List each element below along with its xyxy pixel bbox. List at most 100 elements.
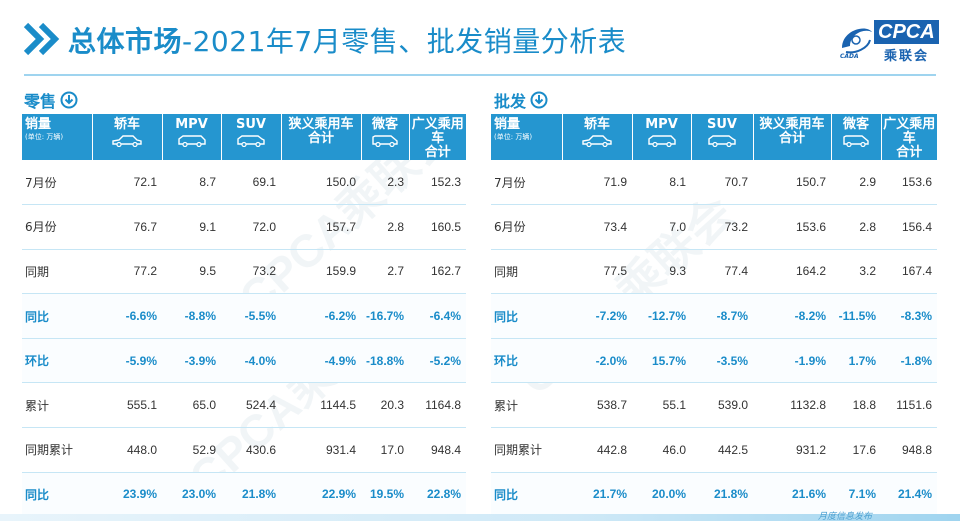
wholesale-label-text: 批发: [494, 92, 527, 111]
table-row: 同期 77.5 9.3 77.4 164.2 3.2 167.4: [491, 249, 937, 294]
table-cell: -12.7%: [647, 309, 686, 324]
col-header-sales: 销量 (单位: 万辆): [491, 114, 563, 160]
col-header-narrow-total: 狭义乘用车 合计: [281, 114, 362, 160]
table-cell: 153.6: [795, 219, 826, 234]
row-label: 同比: [25, 487, 50, 502]
col-header-suv: SUV: [691, 114, 754, 160]
row-label: 7月份: [494, 175, 526, 190]
sedan-icon: [582, 135, 612, 147]
suv-icon: [237, 135, 265, 147]
footer-bar: [0, 514, 960, 521]
table-cell: -16.7%: [365, 309, 404, 324]
table-cell: 2.9: [859, 175, 876, 190]
table-cell: 73.2: [252, 264, 276, 279]
col-header-minivan: 微客: [361, 114, 410, 160]
table-cell: 77.5: [603, 264, 627, 279]
table-cell: 23.0%: [181, 487, 216, 502]
table-cell: -11.5%: [838, 309, 876, 324]
table-cell: 153.6: [901, 175, 932, 190]
table-cell: 21.7%: [592, 487, 627, 502]
table-cell: 21.8%: [713, 487, 748, 502]
table-cell: 164.2: [795, 264, 826, 279]
table-cell: 73.4: [603, 219, 627, 234]
table-cell: 19.5%: [369, 487, 404, 502]
table-cell: 15.7%: [651, 353, 686, 368]
table-cell: 2.3: [387, 175, 404, 190]
table-cell: 538.7: [596, 398, 627, 413]
mpv-icon: [647, 135, 676, 147]
table-row: 环比 -5.9% -3.9% -4.0% -4.9% -18.8% -5.2%: [22, 338, 466, 383]
table-cell: 72.1: [133, 175, 157, 190]
cpca-logo: CPCA 乘联会 CADA: [836, 18, 940, 64]
table-cell: 160.5: [430, 219, 461, 234]
table-cell: 162.7: [430, 264, 461, 279]
table-cell: 21.6%: [791, 487, 826, 502]
table-cell: 17.6: [852, 442, 876, 457]
row-label: 同比: [494, 487, 519, 502]
col-header-broad-total: 广义乘用车 合计: [409, 114, 466, 160]
logo-subtitle: 乘联会: [884, 49, 930, 64]
table-cell: 46.0: [662, 442, 686, 457]
table-cell: 931.4: [325, 442, 356, 457]
table-row: 同期累计 442.8 46.0 442.5 931.2 17.6 948.8: [491, 428, 937, 473]
col-header-sedan: 轿车: [562, 114, 633, 160]
table-cell: 524.4: [245, 398, 276, 413]
table-row: 同期累计 448.0 52.9 430.6 931.4 17.0 948.4: [22, 428, 466, 473]
suv-icon: [708, 135, 736, 147]
page-header: 总体市场-2021年7月零售、批发销量分析表 CPCA 乘联会 CADA: [0, 0, 960, 78]
table-cell: 20.3: [380, 398, 404, 413]
table-cell: -5.5%: [244, 309, 276, 324]
table-row: 同比 21.7% 20.0% 21.8% 21.6% 7.1% 21.4%: [491, 472, 937, 517]
col-header-broad-total: 广义乘用车 合计: [881, 114, 937, 160]
logo-swirl-icon: [842, 28, 872, 54]
table-cell: 20.0%: [651, 487, 686, 502]
table-cell: 77.2: [133, 264, 157, 279]
table-cell: 948.4: [430, 442, 461, 457]
table-cell: 152.3: [430, 175, 461, 190]
table-cell: 71.9: [603, 175, 627, 190]
table-cell: 23.9%: [122, 487, 157, 502]
row-label: 环比: [25, 354, 50, 369]
row-label: 同期累计: [25, 443, 74, 458]
table-cell: 22.8%: [426, 487, 461, 502]
table-cell: -6.4%: [429, 309, 461, 324]
table-cell: 539.0: [717, 398, 748, 413]
table-cell: -3.9%: [184, 353, 216, 368]
row-label: 同期: [494, 264, 519, 279]
logo-text: CPCA: [874, 20, 939, 44]
table-cell: 2.7: [387, 264, 404, 279]
table-cell: -18.8%: [365, 353, 404, 368]
row-label: 同比: [494, 309, 519, 324]
table-cell: 442.8: [596, 442, 627, 457]
table-row: 环比 -2.0% 15.7% -3.5% -1.9% 1.7% -1.8%: [491, 338, 937, 383]
row-label: 7月份: [25, 175, 57, 190]
wholesale-label: 批发: [494, 88, 548, 112]
row-label: 环比: [494, 354, 519, 369]
table-cell: 21.8%: [241, 487, 276, 502]
wholesale-table: 销量 (单位: 万辆) 轿车 MPV SUV 狭义乘用车 合计 微客 广义乘用车 合计…: [491, 114, 937, 517]
table-cell: -4.0%: [244, 353, 276, 368]
table-cell: -8.7%: [716, 309, 748, 324]
table-cell: 150.0: [325, 175, 356, 190]
table-cell: -8.8%: [184, 309, 216, 324]
retail-table: 销量 (单位: 万辆) 轿车 MPV SUV 狭义乘用车 合计 微客 广义乘用车 合计…: [22, 114, 466, 517]
row-label: 6月份: [494, 220, 526, 235]
table-cell: 150.7: [795, 175, 826, 190]
table-row: 7月份 72.1 8.7 69.1 150.0 2.3 152.3: [22, 160, 466, 205]
table-cell: 7.0: [669, 219, 686, 234]
table-cell: 9.3: [669, 264, 686, 279]
mpv-icon: [177, 135, 206, 147]
table-row: 累计 538.7 55.1 539.0 1132.8 18.8 1151.6: [491, 383, 937, 428]
col-header-narrow-total: 狭义乘用车 合计: [753, 114, 832, 160]
col-header-mpv: MPV: [632, 114, 692, 160]
col-header-mpv: MPV: [162, 114, 222, 160]
table-cell: 73.2: [724, 219, 748, 234]
table-cell: 1144.5: [320, 398, 356, 413]
table-cell: 931.2: [795, 442, 826, 457]
header-divider: [24, 74, 936, 76]
table-cell: 3.2: [859, 264, 876, 279]
col-header-sales: 销量 (单位: 万辆): [22, 114, 93, 160]
table-row: 同比 -6.6% -8.8% -5.5% -6.2% -16.7% -6.4%: [22, 293, 466, 339]
table-row: 累计 555.1 65.0 524.4 1144.5 20.3 1164.8: [22, 383, 466, 428]
table-cell: -4.9%: [324, 353, 356, 368]
